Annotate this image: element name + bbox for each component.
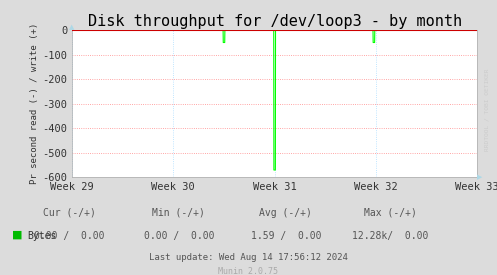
Y-axis label: Pr second read (-) / write (+): Pr second read (-) / write (+)	[30, 23, 39, 185]
Text: Munin 2.0.75: Munin 2.0.75	[219, 267, 278, 275]
Text: 1.59 /  0.00: 1.59 / 0.00	[250, 231, 321, 241]
Text: ▶: ▶	[477, 174, 483, 180]
Text: ▲: ▲	[70, 24, 75, 30]
Text: Last update: Wed Aug 14 17:56:12 2024: Last update: Wed Aug 14 17:56:12 2024	[149, 253, 348, 262]
Text: Cur (-/+): Cur (-/+)	[43, 208, 96, 218]
Text: 0.00 /  0.00: 0.00 / 0.00	[144, 231, 214, 241]
Text: Min (-/+): Min (-/+)	[153, 208, 205, 218]
Text: ■: ■	[12, 230, 23, 240]
Text: Max (-/+): Max (-/+)	[364, 208, 416, 218]
Text: 0.00 /  0.00: 0.00 / 0.00	[34, 231, 105, 241]
Title: Disk throughput for /dev/loop3 - by month: Disk throughput for /dev/loop3 - by mont…	[87, 14, 462, 29]
Text: Avg (-/+): Avg (-/+)	[259, 208, 312, 218]
Text: Bytes: Bytes	[27, 231, 57, 241]
Text: 12.28k/  0.00: 12.28k/ 0.00	[352, 231, 428, 241]
Text: RRDTOOL / TOBI OETIKER: RRDTOOL / TOBI OETIKER	[485, 69, 490, 151]
